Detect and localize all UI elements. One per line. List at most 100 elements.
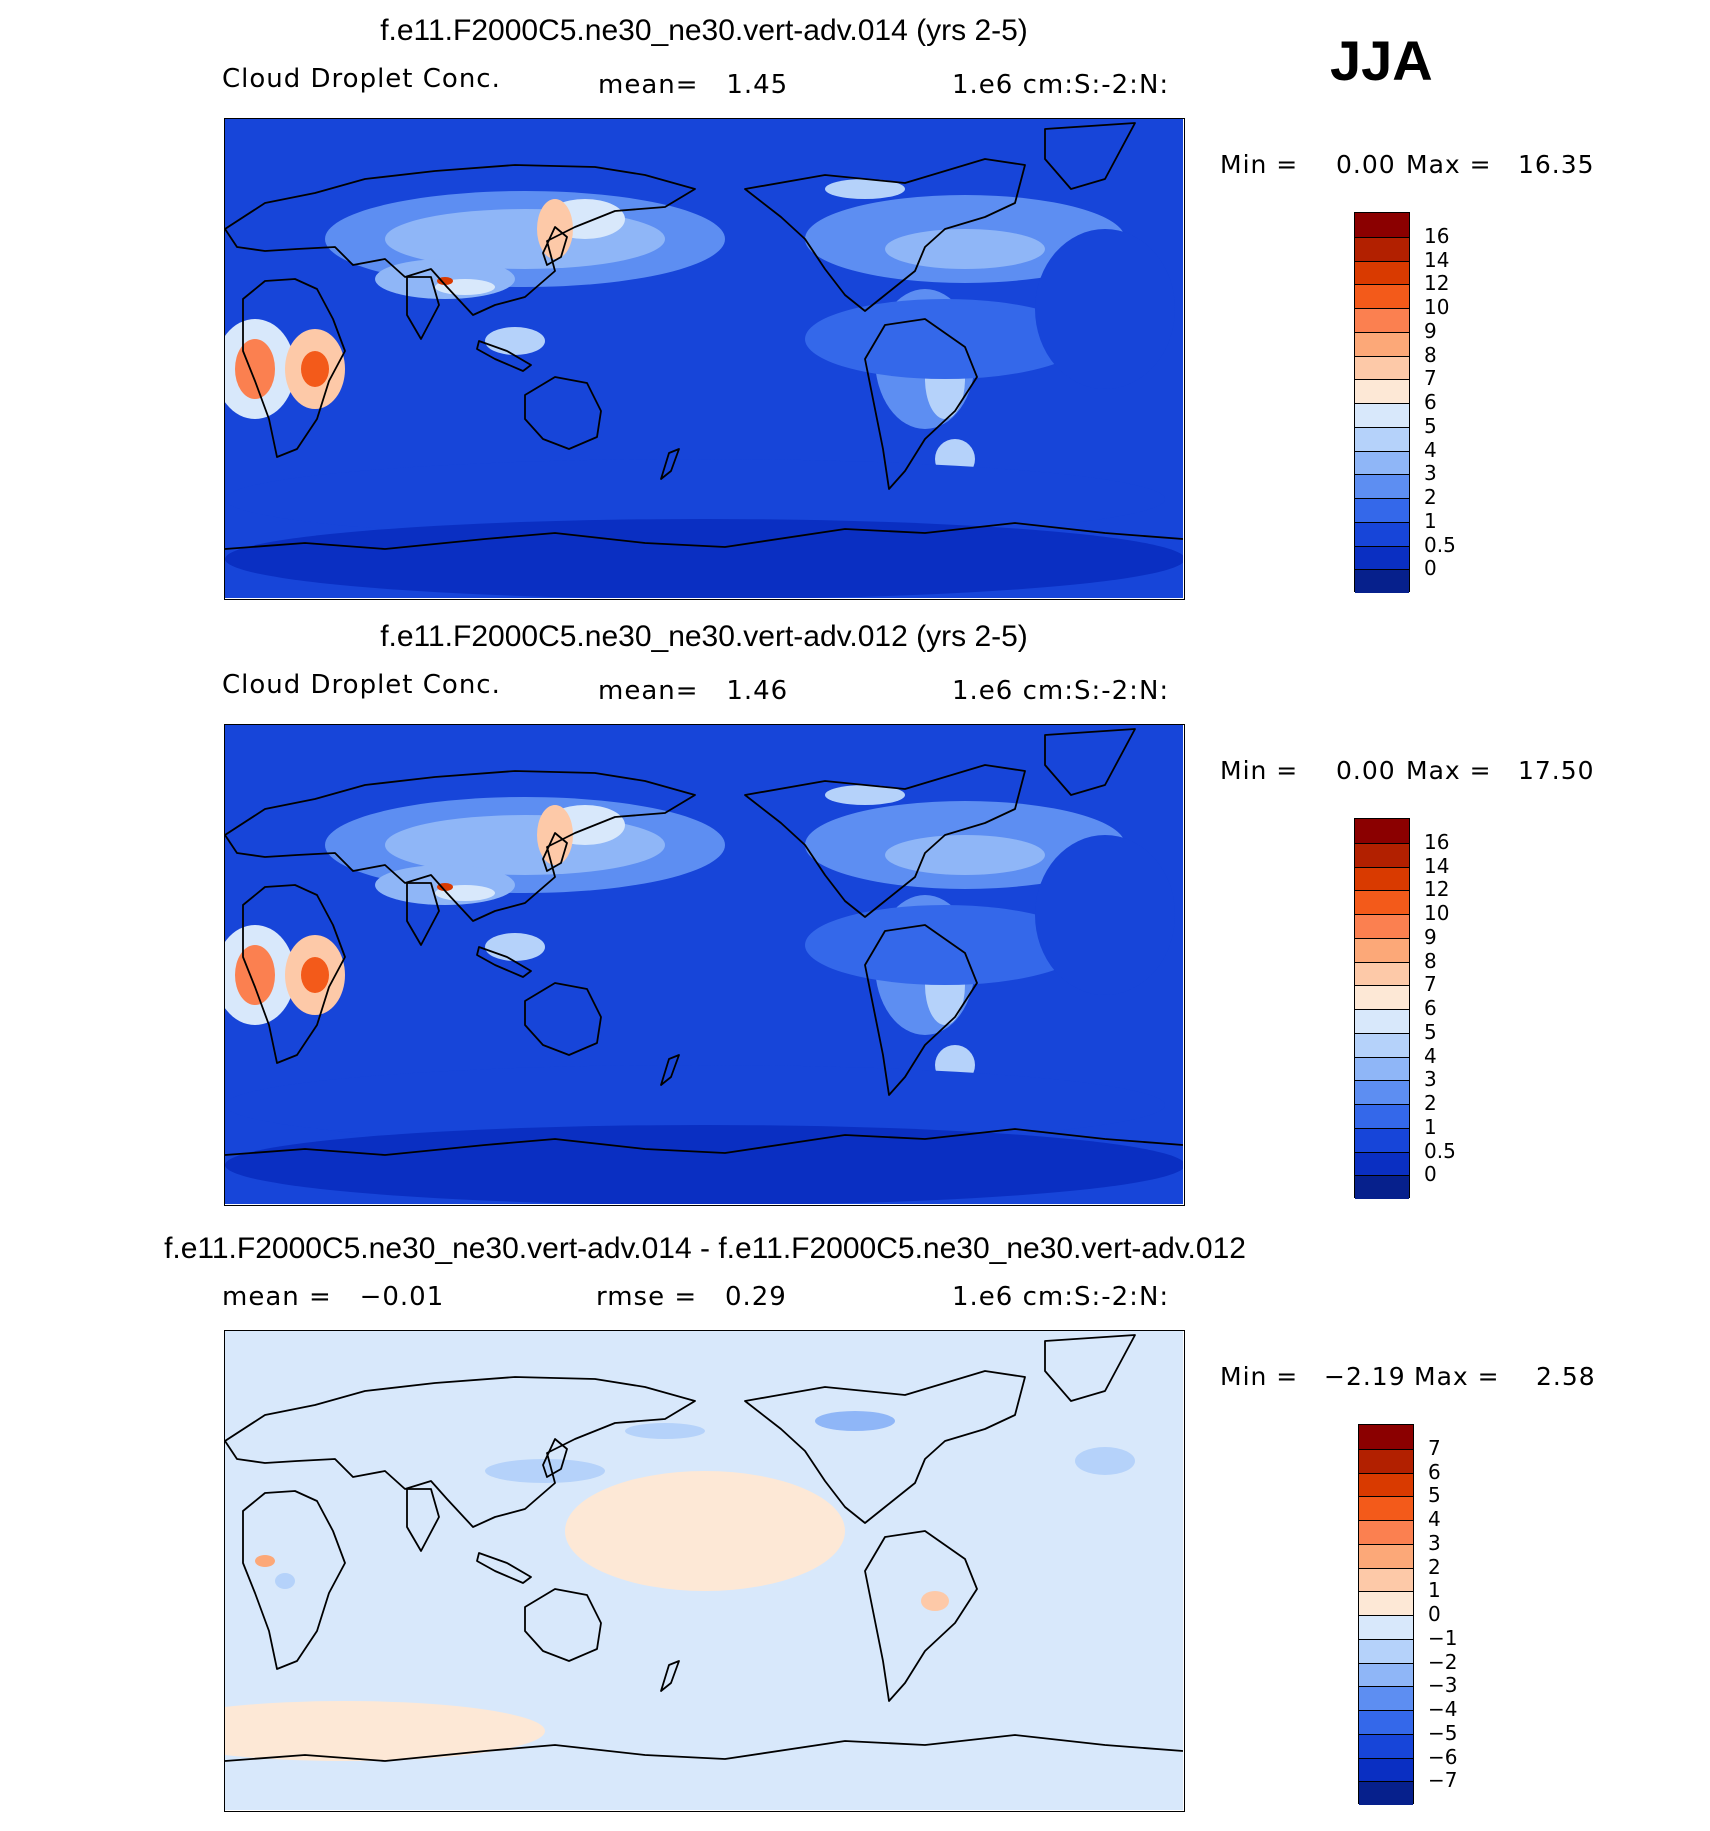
coastline	[225, 522, 1183, 550]
colorbar-tick-label: 16	[1424, 223, 1450, 248]
coastline	[542, 1438, 568, 1478]
colorbar-band	[1355, 331, 1409, 356]
colorbar-band	[1355, 521, 1409, 546]
colorbar-band	[1355, 1056, 1409, 1081]
panel-3-colorbar	[1358, 1424, 1414, 1805]
colorbar-tick-label: −3	[1428, 1673, 1458, 1698]
panel-3-rmse-label: rmse = 0.29	[596, 1282, 787, 1312]
field-contour	[885, 835, 1045, 875]
colorbar-band	[1355, 961, 1409, 986]
colorbar-band	[1355, 498, 1409, 522]
coastline	[476, 1552, 532, 1584]
panel-2-mean-label: mean= 1.46	[598, 676, 789, 706]
field-contour	[235, 339, 275, 399]
coastline	[524, 1588, 602, 1662]
colorbar-tick-label: 0	[1424, 1162, 1437, 1187]
colorbar-tick-label: −4	[1428, 1697, 1458, 1721]
colorbar-band	[1355, 866, 1409, 891]
field-contour	[225, 459, 1165, 539]
colorbar-band	[1355, 842, 1409, 867]
colorbar-band	[1355, 1080, 1409, 1104]
panel-2-map	[224, 724, 1185, 1206]
coastline	[242, 278, 346, 458]
colorbar-band	[1355, 569, 1409, 593]
colorbar-band	[1355, 1175, 1409, 1199]
panel-3-max-label: Max =	[1414, 1362, 1500, 1391]
colorbar-tick-label: 2	[1424, 1091, 1437, 1115]
coastline	[406, 1488, 440, 1552]
panel-1-units-label: 1.e6 cm:S:-2:N:	[952, 70, 1170, 100]
panel-3-map	[224, 1330, 1185, 1812]
colorbar-tick-label: 5	[1424, 1019, 1437, 1044]
colorbar-band	[1355, 450, 1409, 475]
colorbar-band	[1355, 213, 1409, 237]
field-contour	[815, 1411, 895, 1431]
coastline	[524, 376, 602, 450]
colorbar-band	[1359, 1686, 1413, 1710]
coastline	[1044, 1334, 1136, 1402]
panel-3-max-value: 2.58	[1536, 1362, 1596, 1391]
colorbar-tick-label: 3	[1424, 1067, 1437, 1092]
colorbar-band	[1359, 1425, 1413, 1449]
coastline	[864, 924, 978, 1096]
colorbar-band	[1359, 1591, 1413, 1615]
colorbar-tick-label: 10	[1424, 295, 1450, 319]
colorbar-band	[1355, 355, 1409, 380]
field-contour	[1035, 229, 1175, 389]
season-label: JJA	[1330, 29, 1433, 92]
colorbar-tick-label: 9	[1424, 924, 1437, 949]
colorbar-band	[1359, 1638, 1413, 1663]
colorbar-tick-label: 1	[1428, 1578, 1441, 1603]
colorbar-tick-label: 4	[1424, 437, 1437, 462]
coastline	[406, 276, 440, 340]
panel-2-max-value: 17.50	[1518, 756, 1595, 785]
panel-2-variable-label: Cloud Droplet Conc.	[222, 670, 501, 700]
colorbar-tick-label: 8	[1424, 342, 1437, 367]
panel-2-map-svg	[225, 725, 1183, 1204]
panel-1-colorbar	[1354, 212, 1410, 593]
field-contour	[255, 1555, 275, 1567]
panel-2-units-label: 1.e6 cm:S:-2:N:	[952, 676, 1170, 706]
coastline	[242, 1490, 346, 1670]
colorbar-band	[1355, 1104, 1409, 1128]
coastline	[744, 158, 1026, 312]
colorbar-tick-label: 4	[1428, 1507, 1441, 1531]
colorbar-band	[1359, 1472, 1413, 1497]
colorbar-tick-label: −5	[1428, 1720, 1458, 1745]
colorbar-tick-label: 6	[1424, 390, 1437, 414]
colorbar-tick-label: −1	[1428, 1625, 1458, 1650]
colorbar-tick-label: 16	[1424, 829, 1450, 854]
field-contour	[301, 957, 329, 993]
field-contour	[225, 1065, 1165, 1145]
colorbar-tick-label: 7	[1424, 972, 1437, 997]
colorbar-tick-label: 3	[1424, 461, 1437, 486]
colorbar-tick-label: 0	[1424, 556, 1437, 581]
panel-3-min-label: Min =	[1220, 1362, 1299, 1391]
field-contour	[765, 1561, 1183, 1761]
colorbar-band	[1355, 1151, 1409, 1176]
colorbar-tick-label: 12	[1424, 271, 1450, 296]
colorbar-tick-label: 7	[1428, 1435, 1441, 1460]
panel-1-min-value: 0.00	[1336, 150, 1396, 179]
colorbar-tick-label: 3	[1428, 1530, 1441, 1555]
colorbar-tick-label: 8	[1424, 948, 1437, 973]
panel-2-colorbar	[1354, 818, 1410, 1199]
panel-2-title: f.e11.F2000C5.ne30_ne30.vert-adv.012 (yr…	[380, 620, 1028, 653]
coastline	[660, 1660, 680, 1692]
colorbar-band	[1359, 1520, 1413, 1544]
field-contour	[825, 785, 905, 805]
colorbar-band	[1355, 1127, 1409, 1152]
panel-3-title: f.e11.F2000C5.ne30_ne30.vert-adv.014 - f…	[164, 1232, 1246, 1265]
field-contour	[765, 1751, 1165, 1791]
colorbar-tick-label: −7	[1428, 1768, 1458, 1793]
coastline	[476, 340, 532, 372]
coastline	[406, 882, 440, 946]
colorbar-band	[1359, 1448, 1413, 1473]
field-contour	[805, 299, 1085, 379]
panel-1-mean-label: mean= 1.45	[598, 70, 789, 100]
colorbar-band	[1355, 260, 1409, 285]
colorbar-band	[1355, 545, 1409, 570]
colorbar-band	[1355, 1009, 1409, 1033]
coastline	[542, 226, 568, 266]
colorbar-band	[1355, 308, 1409, 332]
